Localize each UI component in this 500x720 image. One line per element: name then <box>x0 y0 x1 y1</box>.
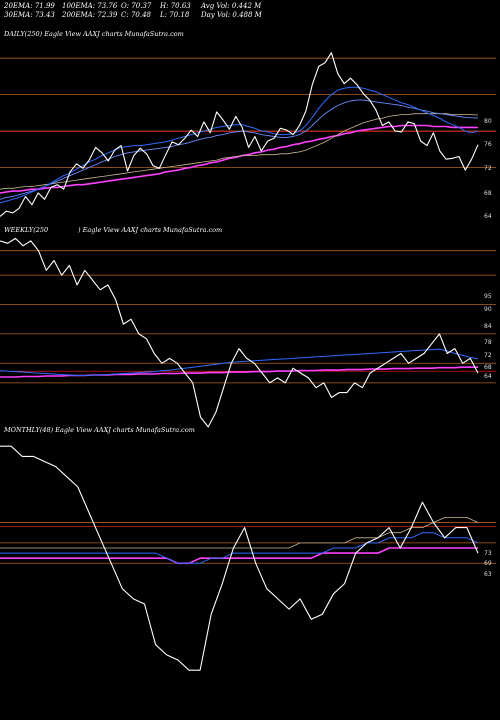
y-tick-label: 63 <box>484 571 492 578</box>
y-tick-label: 90 <box>484 306 492 313</box>
monthly-panel-label: MONTHLY(48) Eagle View AAXJ charts Munaf… <box>4 426 195 434</box>
stat-ema200: 200EMA: 72.39 <box>62 11 118 19</box>
y-tick-label: 64 <box>484 373 492 380</box>
panel-0: 80 76 72 68 64 <box>0 52 496 220</box>
panel-1: 95 90 84 78 72 68 64 <box>0 237 496 428</box>
ema100-line <box>0 517 479 549</box>
y-tick-label: 73 <box>484 550 492 557</box>
ema30-line <box>0 99 479 200</box>
ema-line <box>0 532 479 564</box>
ema100-line <box>0 113 479 190</box>
weekly-panel-label-2: ) Eagle View AAXJ charts MunafaSutra.com <box>78 226 223 234</box>
ema-line <box>0 348 479 376</box>
weekly-panel-label: WEEKLY(250 <box>4 226 49 234</box>
y-tick-label: 64 <box>484 213 492 220</box>
price-line <box>0 237 479 428</box>
daily-panel-label: DAILY(250) Eagle View AAXJ charts Munafa… <box>4 30 184 38</box>
y-tick-label: 95 <box>484 293 492 300</box>
stat-avg-vol: Avg Vol: 0.442 M <box>201 2 262 10</box>
y-tick-label: 68 <box>484 364 492 371</box>
y-tick-label: 80 <box>484 118 492 125</box>
y-tick-label: 72 <box>484 165 492 172</box>
stat-low: L: 70.18 <box>160 11 190 19</box>
stat-open: O: 70.37 <box>121 2 152 10</box>
y-tick-label: 68 <box>484 190 492 197</box>
y-tick-label: 72 <box>484 352 492 359</box>
price-line <box>0 445 479 671</box>
stat-ema100: 100EMA: 73.76 <box>62 2 118 10</box>
y-tick-label: 69 <box>484 560 492 567</box>
stat-high: H: 70.63 <box>160 2 191 10</box>
panel-2: 73 69 63 <box>0 445 496 671</box>
y-tick-label: 84 <box>484 323 492 330</box>
ema200-line <box>0 124 479 194</box>
y-tick-label: 78 <box>484 339 492 346</box>
ema200-line <box>0 547 478 565</box>
y-tick-label: 76 <box>484 141 492 148</box>
stat-close: C: 70.48 <box>121 11 151 19</box>
ema20-line <box>0 86 479 204</box>
stat-day-vol: Day Vol: 0.488 M <box>201 11 262 19</box>
stat-ema30: 30EMA: 73.43 <box>4 11 55 19</box>
stat-ema20: 20EMA: 71.99 <box>4 2 55 10</box>
price-line <box>0 52 479 217</box>
